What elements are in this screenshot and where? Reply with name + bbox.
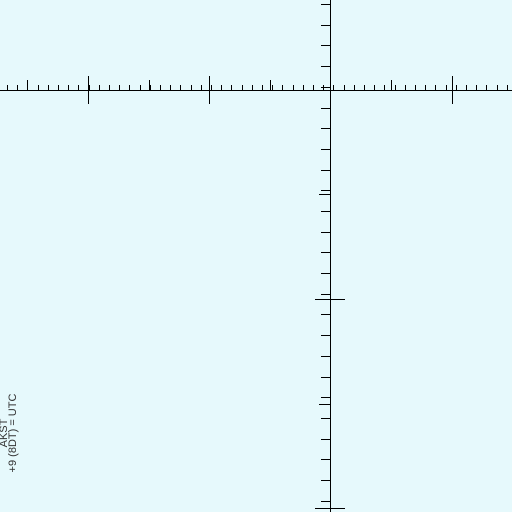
- meridian-line: [315, 0, 345, 512]
- timezone-label: AKST +9 (8DT) = UTC: [0, 383, 26, 483]
- timezone-offset: +9 (8DT) = UTC: [7, 393, 19, 473]
- timezone-abbreviation: AKST: [0, 418, 7, 448]
- latitude-line: [0, 76, 512, 104]
